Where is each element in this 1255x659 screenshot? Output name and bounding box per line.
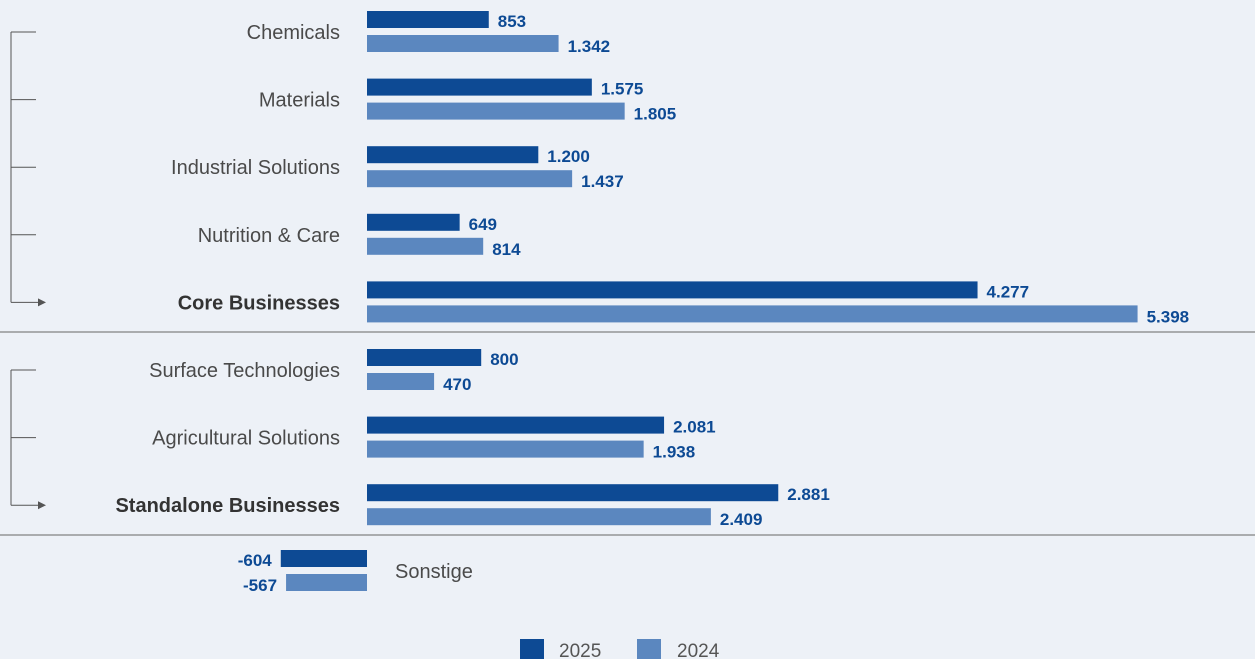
category-label: Standalone Businesses — [115, 495, 340, 517]
legend-label-2024: 2024 — [677, 641, 720, 659]
bar-2025 — [367, 213, 460, 231]
category-label: Surface Technologies — [149, 360, 340, 382]
value-label-2024-other: -567 — [243, 576, 277, 595]
chart-legend: 2025 2024 — [520, 639, 720, 659]
bar-2025 — [367, 349, 482, 366]
value-label-2024: 1.437 — [581, 172, 624, 191]
bar-2025 — [367, 416, 665, 434]
bar-2025-other — [280, 550, 367, 567]
category-label: Nutrition & Care — [198, 225, 340, 247]
category-label: Core Businesses — [178, 292, 340, 314]
value-label-2025: 853 — [498, 12, 526, 31]
value-label-2025: 649 — [469, 215, 497, 234]
arrow-icon — [38, 298, 46, 307]
value-label-2024: 2.409 — [720, 510, 763, 529]
bar-2025 — [367, 281, 978, 299]
value-label-2024: 5.398 — [1147, 307, 1190, 326]
legend-swatch-2025 — [520, 639, 544, 659]
value-label-2025: 2.081 — [673, 418, 716, 437]
arrow-icon — [38, 501, 46, 510]
value-label-2025: 4.277 — [987, 282, 1030, 301]
bar-2024 — [367, 508, 711, 526]
category-label: Materials — [259, 90, 340, 112]
value-label-2024: 1.938 — [653, 443, 696, 462]
bar-2024-other — [286, 574, 367, 591]
bar-2024 — [367, 440, 644, 458]
bar-2025 — [367, 484, 779, 502]
bar-2024 — [367, 102, 625, 120]
legend-label-2025: 2025 — [559, 641, 601, 659]
bar-2025 — [367, 78, 592, 96]
category-label: Chemicals — [247, 22, 340, 44]
bar-2024 — [367, 305, 1138, 323]
category-label-other: Sonstige — [395, 561, 473, 583]
value-label-2025: 1.575 — [601, 80, 644, 99]
bar-2024 — [367, 373, 435, 390]
value-label-2024: 814 — [492, 240, 521, 259]
bar-2024 — [367, 35, 559, 52]
category-label: Industrial Solutions — [171, 157, 340, 179]
bar-2025 — [367, 11, 489, 28]
bar-2024 — [367, 237, 484, 255]
bar-2025 — [367, 146, 539, 164]
value-label-2024: 470 — [443, 375, 471, 394]
value-label-2025: 2.881 — [787, 485, 830, 504]
value-label-2025-other: -604 — [238, 551, 273, 570]
value-label-2025: 800 — [490, 350, 518, 369]
legend-swatch-2024 — [637, 639, 661, 659]
category-label: Agricultural Solutions — [152, 428, 340, 450]
value-label-2024: 1.342 — [568, 37, 611, 56]
bar-2024 — [367, 170, 573, 188]
value-label-2024: 1.805 — [634, 105, 677, 124]
value-label-2025: 1.200 — [547, 147, 590, 166]
